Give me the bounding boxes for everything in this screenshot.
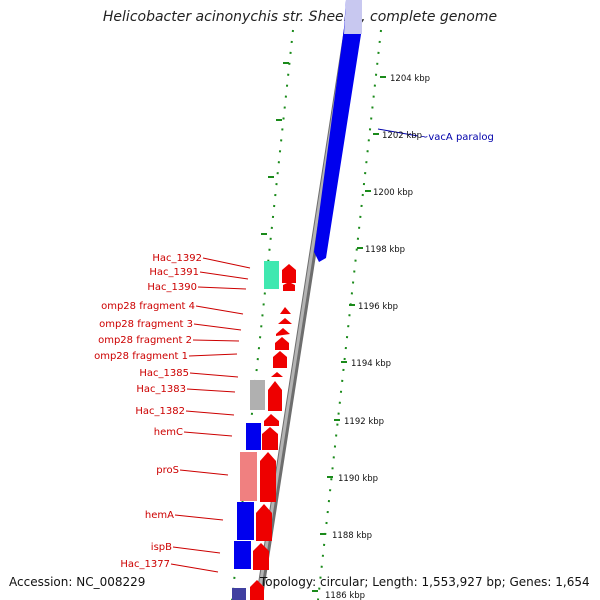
gene-label: Hac_1382 xyxy=(135,406,185,417)
vacA-paralog-gene-top xyxy=(344,0,362,34)
gene-arrow-8 xyxy=(271,372,283,377)
gene-ispB-block xyxy=(234,541,251,569)
gene-label: omp28 fragment 1 xyxy=(94,351,188,362)
gene-label: Hac_1377 xyxy=(120,559,170,570)
gene-label: Hac_1385 xyxy=(139,368,189,379)
gene-label: Hac_1390 xyxy=(147,282,197,293)
scale-tick-label: 1194 kbp xyxy=(351,359,391,369)
gene-label: omp28 fragment 4 xyxy=(101,301,195,312)
gene-arrow-7 xyxy=(273,351,287,368)
gene-arrow-3 xyxy=(280,307,291,314)
inner-dotted-track xyxy=(231,29,294,600)
scale-tick-label: 1200 kbp xyxy=(373,188,413,198)
gene-arrow-9 xyxy=(268,381,282,411)
scale-tick-label: 1202 kbp xyxy=(382,131,422,141)
scale-tick-marks xyxy=(261,62,386,592)
gene-hac-1392-block xyxy=(264,261,279,289)
gene-label: hemA xyxy=(145,510,174,521)
gene-label: hemC xyxy=(154,427,183,438)
gene-hac-1377-block xyxy=(232,588,246,600)
gene-arrow-5 xyxy=(276,328,290,336)
gene-arrow-2 xyxy=(283,282,295,291)
gene-arrow-6 xyxy=(275,337,289,350)
gene-proS-block xyxy=(240,452,257,501)
scale-tick-label: 1196 kbp xyxy=(358,302,398,312)
gene-hemC-block xyxy=(246,423,261,450)
outer-dotted-track xyxy=(317,29,382,600)
gene-label: omp28 fragment 2 xyxy=(98,335,192,346)
scale-tick-label: 1192 kbp xyxy=(344,417,384,427)
gene-label: ispB xyxy=(151,542,172,553)
gene-hemA-block xyxy=(237,502,254,540)
gene-arrow-14 xyxy=(253,543,269,570)
accession-text: Accession: NC_008229 xyxy=(9,575,146,589)
vacA-paralog-gene xyxy=(314,0,362,262)
scale-tick-label: 1188 kbp xyxy=(332,531,372,541)
scale-tick-label: 1186 kbp xyxy=(325,591,365,600)
label-leader-lines xyxy=(170,257,251,573)
vacA-leader-line xyxy=(377,128,419,137)
scale-tick-label: 1198 kbp xyxy=(365,245,405,255)
genome-summary-text: Topology: circular; Length: 1,553,927 bp… xyxy=(260,575,590,589)
gene-label: Hac_1392 xyxy=(152,253,202,264)
gene-label: Hac_1391 xyxy=(149,267,199,278)
map-title: Helicobacter acinonychis str. Sheeba, co… xyxy=(102,9,498,25)
gene-arrow-13 xyxy=(256,504,272,541)
gene-label: omp28 fragment 3 xyxy=(99,319,193,330)
vacA-paralog-annotation: ~vacA paralog xyxy=(420,132,494,143)
gene-label: Hac_1383 xyxy=(136,384,186,395)
gene-arrow-12 xyxy=(260,452,276,502)
gene-arrow-4 xyxy=(278,318,292,324)
scale-tick-label: 1190 kbp xyxy=(338,474,378,484)
scale-tick-label: 1204 kbp xyxy=(390,74,430,84)
gene-arrow-15 xyxy=(250,580,264,600)
gene-arrow-1 xyxy=(282,264,296,283)
gene-hac-1385-block xyxy=(250,380,265,410)
gene-arrow-11 xyxy=(262,427,278,450)
gene-arrow-10 xyxy=(264,414,279,426)
gene-label: proS xyxy=(156,465,179,476)
